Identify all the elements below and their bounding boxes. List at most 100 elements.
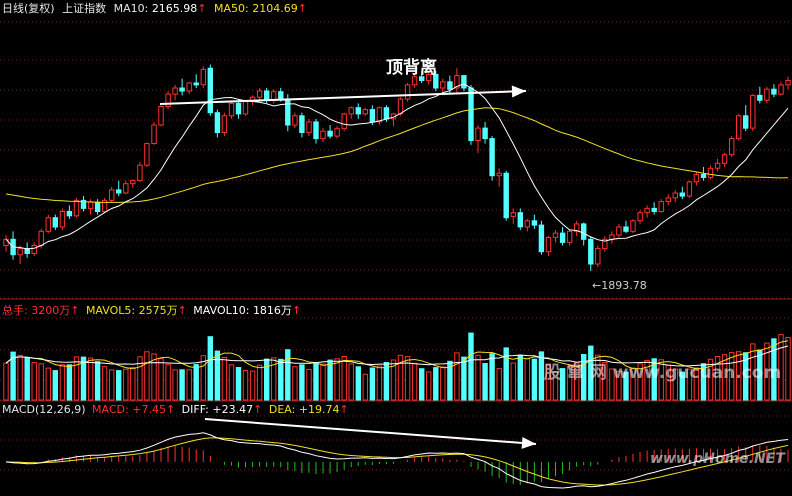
candle-down: [66, 211, 73, 217]
dea-label: DEA:: [268, 403, 296, 416]
candle-down: [299, 115, 305, 134]
volume-bar-down: [235, 367, 242, 401]
candle-up: [736, 115, 742, 140]
volume-bar-up: [524, 358, 530, 401]
volume-bar-up: [475, 354, 481, 401]
candle-down: [179, 87, 185, 92]
volume-bar-down: [743, 352, 749, 401]
candle-up: [31, 245, 37, 254]
candle-up: [616, 226, 622, 236]
volume-bar-up: [306, 368, 312, 401]
volume-bar-up: [411, 362, 418, 401]
candle-up: [440, 81, 446, 89]
chart-type-label[interactable]: 日线(复权): [2, 2, 55, 15]
candle-up: [778, 84, 784, 95]
candle-down: [214, 112, 221, 133]
candle-up: [137, 164, 143, 182]
price-divergence-arrow: [159, 90, 527, 105]
candle-down: [207, 67, 214, 114]
volume-bar-down: [264, 358, 270, 401]
volume-bar-up: [348, 363, 354, 401]
candle-down: [264, 90, 270, 101]
volume-bar-up: [123, 368, 129, 401]
ma50-label: MA50:: [214, 2, 249, 15]
volume-bar-up: [404, 356, 411, 401]
volume-bar-up: [292, 366, 298, 401]
volume-bar-up: [165, 364, 171, 401]
volume-bar-up: [151, 353, 157, 401]
candle-down: [538, 224, 545, 253]
candle-down: [80, 199, 87, 209]
mavol5-label: MAVOL5:: [85, 304, 136, 317]
volume-bar-up: [334, 358, 340, 401]
ma10-line: [5, 83, 789, 250]
low-price-value: 1893.78: [601, 279, 647, 292]
candle-up: [158, 106, 164, 126]
volume-bar-down: [433, 367, 439, 401]
candle-up: [172, 87, 178, 95]
candle-down: [700, 173, 707, 178]
candle-down: [771, 88, 777, 95]
volume-bar-up: [31, 362, 37, 401]
volume-bar-up: [602, 362, 608, 401]
volume-bar-up: [397, 354, 404, 401]
candle-up: [602, 238, 608, 250]
candle-down: [383, 107, 390, 120]
candle-down: [313, 121, 319, 140]
candle-up: [376, 107, 383, 123]
volume-bar-up: [630, 367, 636, 401]
candle-up: [707, 167, 714, 179]
candle-up: [609, 234, 615, 240]
volume-bar-down: [285, 349, 291, 401]
volume-bar-down: [581, 354, 587, 401]
candle-up: [45, 217, 51, 232]
volume-bar-up: [510, 362, 517, 401]
candle-up: [144, 143, 150, 166]
candle-down: [355, 107, 362, 115]
candle-up: [256, 90, 263, 98]
index-name: 上证指数: [62, 2, 107, 15]
candle-up: [764, 88, 770, 101]
candle-up: [552, 232, 559, 238]
candle-up: [785, 80, 791, 86]
volume-bar-up: [45, 367, 51, 401]
candle-down: [531, 220, 538, 226]
ma10-label: MA10:: [113, 2, 149, 15]
volume-bar-up: [454, 352, 460, 401]
volume-bar-down: [559, 368, 566, 401]
volume-bar-up: [729, 352, 735, 401]
candle-up: [109, 189, 115, 201]
volume-bar-up: [17, 354, 23, 401]
candle-up: [658, 201, 664, 213]
volume-bar-up: [249, 370, 256, 401]
candle-up: [686, 181, 693, 197]
candle-up: [123, 183, 129, 194]
volume-bar-down: [327, 359, 333, 401]
candle-up: [242, 101, 249, 115]
candle-up: [729, 138, 735, 156]
volume-bar-down: [24, 357, 30, 401]
dea-arrow: ↑: [339, 403, 349, 416]
diff-label: DIFF:: [181, 403, 209, 416]
volume-bar-up: [778, 334, 784, 401]
candle-up: [672, 192, 678, 199]
volume-bar-up: [686, 368, 693, 401]
ma10-up-arrow: ↑: [197, 2, 207, 15]
volume-bar-up: [595, 354, 601, 401]
candle-up: [17, 248, 23, 256]
candle-up: [362, 109, 369, 115]
volume-bar-down: [531, 358, 538, 401]
volume-bar-down: [461, 356, 467, 401]
candle-up: [637, 212, 643, 222]
candle-up: [496, 172, 502, 177]
candle-up: [221, 115, 228, 134]
volume-bar-up: [73, 356, 80, 401]
candle-up: [721, 154, 728, 164]
volume-bar-up: [574, 362, 580, 401]
candle-down: [278, 91, 284, 100]
volume-bar-up: [496, 368, 502, 401]
volume-bar-up: [609, 368, 615, 401]
volume-bar-down: [369, 367, 376, 401]
watermark-gucuan: 股 窜 网 www.gucuan.com: [544, 363, 782, 383]
diff-line: [5, 432, 789, 489]
